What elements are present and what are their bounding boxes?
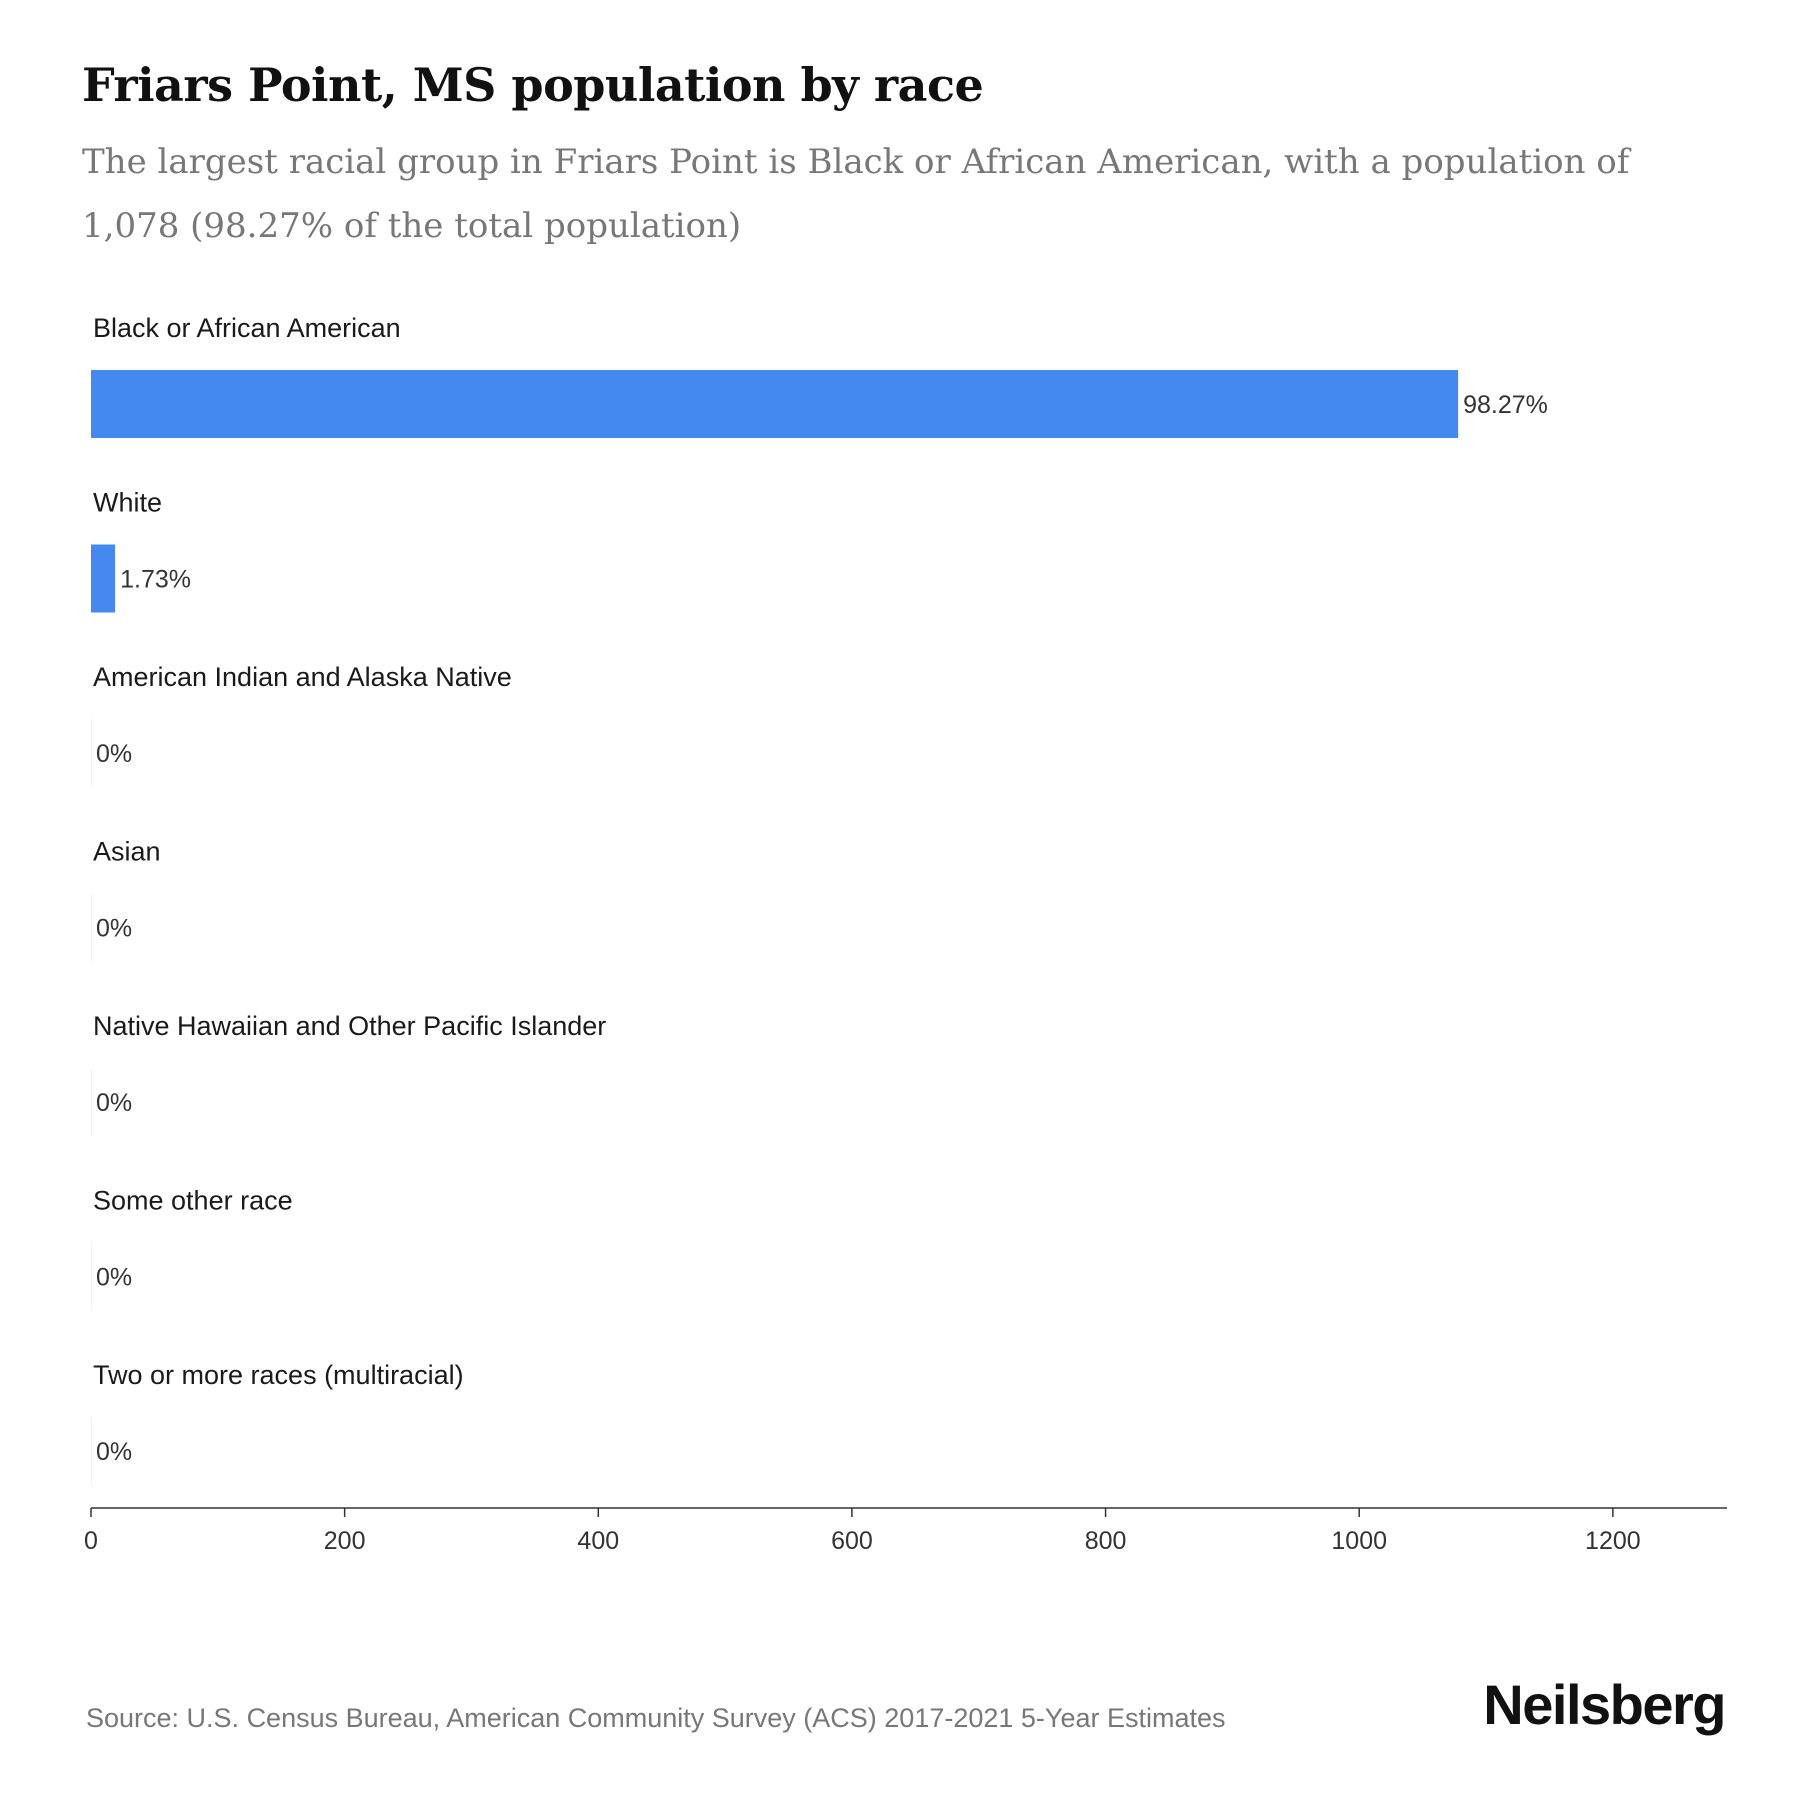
- bar: [91, 893, 92, 962]
- bar: [91, 370, 1459, 438]
- chart-title: Friars Point, MS population by race: [82, 58, 984, 112]
- x-tick-label: 400: [577, 1527, 619, 1555]
- value-label: 1.73%: [120, 566, 191, 594]
- x-tick-label: 1200: [1585, 1527, 1641, 1555]
- value-label: 98.27%: [1463, 391, 1548, 419]
- bar: [91, 544, 116, 613]
- category-label: White: [93, 488, 162, 518]
- bar: [91, 1242, 92, 1311]
- source-note: Source: U.S. Census Bureau, American Com…: [86, 1703, 1226, 1733]
- x-tick-label: 1000: [1331, 1527, 1387, 1555]
- brand-logo: Neilsberg: [1483, 1673, 1726, 1736]
- category-label: Native Hawaiian and Other Pacific Island…: [93, 1011, 606, 1041]
- x-tick-label: 600: [831, 1527, 873, 1555]
- bar: [91, 1417, 92, 1485]
- x-tick-label: 800: [1085, 1527, 1127, 1555]
- value-label: 0%: [96, 915, 132, 943]
- category-label: Some other race: [93, 1186, 293, 1216]
- category-label: Asian: [93, 837, 161, 867]
- x-tick-label: 0: [84, 1527, 98, 1555]
- chart-subtitle: The largest racial group in Friars Point…: [82, 142, 1630, 246]
- bar: [91, 719, 92, 787]
- value-label: 0%: [96, 1438, 132, 1466]
- category-label: Black or African American: [93, 313, 401, 343]
- category-label: Two or more races (multiracial): [93, 1360, 464, 1390]
- value-label: 0%: [96, 1089, 132, 1117]
- category-label: American Indian and Alaska Native: [93, 662, 512, 692]
- value-label: 0%: [96, 1264, 132, 1292]
- x-tick-label: 200: [324, 1527, 366, 1555]
- value-label: 0%: [96, 740, 132, 768]
- bar: [91, 1068, 92, 1136]
